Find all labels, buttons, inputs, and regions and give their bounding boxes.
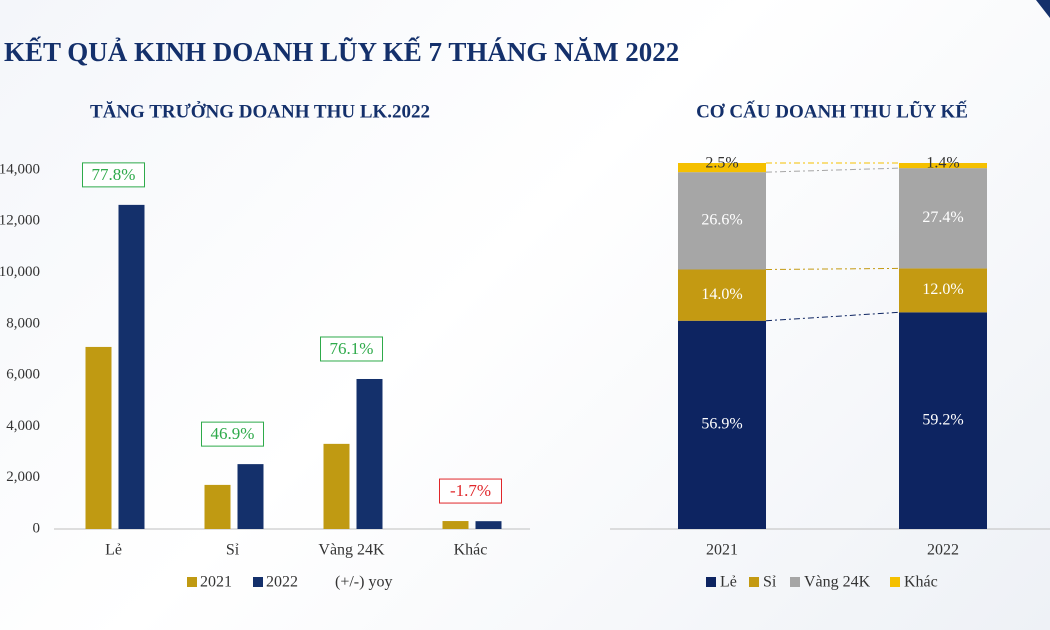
bar-segment xyxy=(678,269,766,321)
y-tick-label: 12,000 xyxy=(0,213,40,229)
yoy-box xyxy=(201,421,264,447)
yoy-label: -1.7% xyxy=(450,481,491,500)
value-label: 59.2% xyxy=(922,411,963,428)
legend-swatch xyxy=(706,577,716,587)
bar-segment xyxy=(678,320,766,529)
y-tick-label: 6,000 xyxy=(6,367,40,383)
legend-swatch xyxy=(890,577,900,587)
yoy-label: 76.1% xyxy=(330,339,374,358)
legend-swatch xyxy=(187,577,197,587)
y-tick-label: 8,000 xyxy=(6,315,40,331)
x-tick-label: Khác xyxy=(454,542,488,559)
bar-segment xyxy=(899,163,987,169)
x-tick-label: 2022 xyxy=(927,542,959,559)
y-tick-label: 0 xyxy=(33,520,41,536)
legend-label: 2021 xyxy=(200,574,232,591)
x-tick-label: Lẻ xyxy=(105,542,122,559)
bar xyxy=(118,204,145,530)
legend-label: Sỉ xyxy=(763,574,777,591)
legend-swatch xyxy=(253,577,263,587)
bar xyxy=(323,443,350,529)
bar xyxy=(442,521,469,529)
value-label: 14.0% xyxy=(701,286,742,303)
bar xyxy=(85,346,112,529)
bar-segment xyxy=(678,163,766,173)
y-tick-label: 10,000 xyxy=(0,264,40,280)
corner-decoration xyxy=(1036,0,1050,18)
y-tick-label: 4,000 xyxy=(6,418,40,434)
bar-segment xyxy=(899,168,987,269)
connector xyxy=(765,167,900,173)
connector xyxy=(765,311,900,322)
value-label: 56.9% xyxy=(701,416,742,433)
value-label: 27.4% xyxy=(922,209,963,226)
legend-swatch xyxy=(749,577,759,587)
connector xyxy=(765,267,900,271)
legend-label: 2022 xyxy=(266,574,298,591)
bar-segment xyxy=(899,268,987,313)
bar xyxy=(356,378,383,529)
value-label: 26.6% xyxy=(701,211,742,228)
yoy-box xyxy=(320,336,383,362)
yoy-label: 77.8% xyxy=(92,165,136,184)
x-tick-label: 2021 xyxy=(706,542,738,559)
x-tick-label: Sỉ xyxy=(226,542,240,559)
bar xyxy=(204,484,231,529)
bar xyxy=(237,464,264,529)
value-label: 12.0% xyxy=(922,281,963,298)
legend-label: (+/-) yoy xyxy=(335,574,392,591)
value-label: 1.4% xyxy=(926,155,959,172)
x-tick-label: Vàng 24K xyxy=(318,542,385,559)
y-tick-label: 2,000 xyxy=(6,469,40,485)
chart-title: CƠ CẤU DOANH THU LŨY KẾ xyxy=(696,100,968,122)
chart-title: TĂNG TRƯỞNG DOANH THU LK.2022 xyxy=(90,100,430,122)
legend-label: Lẻ xyxy=(720,574,737,591)
page-title: KẾT QUẢ KINH DOANH LŨY KẾ 7 THÁNG NĂM 20… xyxy=(4,36,679,67)
legend-swatch xyxy=(790,577,800,587)
legend-label: Vàng 24K xyxy=(804,574,871,591)
bar-segment xyxy=(678,172,766,270)
yoy-box xyxy=(439,478,502,504)
yoy-box xyxy=(82,162,145,188)
bar xyxy=(475,521,502,529)
legend-label: Khác xyxy=(904,574,938,591)
value-label: 2.5% xyxy=(705,155,738,172)
bar-segment xyxy=(899,312,987,529)
y-tick-label: 14,000 xyxy=(0,161,40,177)
yoy-label: 46.9% xyxy=(211,424,255,443)
